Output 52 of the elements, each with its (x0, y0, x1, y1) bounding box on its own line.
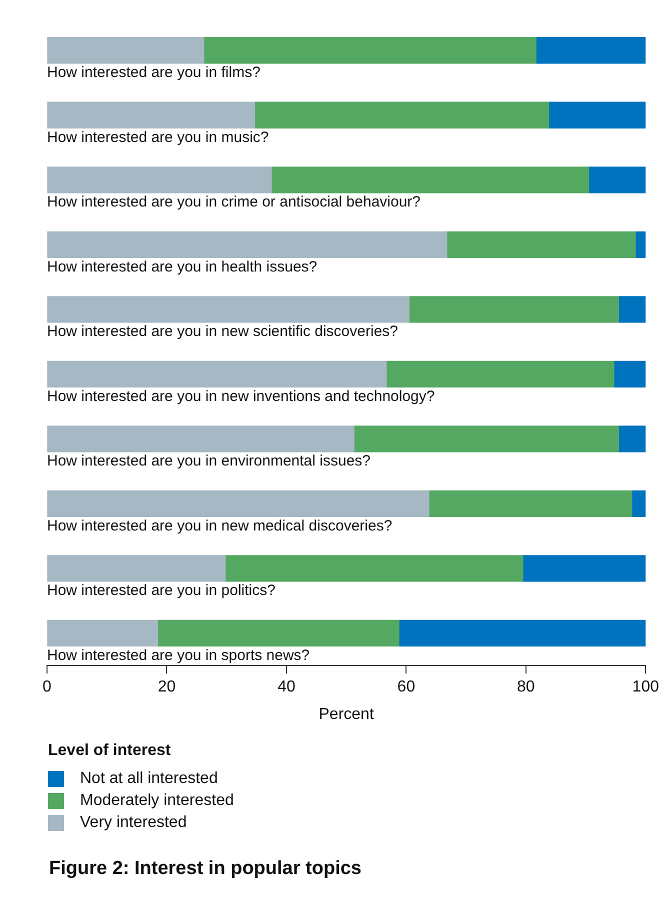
bar (446, 231, 636, 258)
bar (271, 166, 590, 194)
legend-label: Very interested (80, 814, 187, 832)
bar (588, 166, 646, 194)
bar (47, 620, 158, 647)
x-tick-label: 20 (158, 678, 176, 696)
y-tick-label: How interested are you in new medical discoveries? (47, 517, 392, 534)
bar (47, 102, 256, 128)
x-tick-label: 100 (632, 678, 660, 696)
x-tick-label: 0 (42, 678, 52, 696)
bar (398, 620, 646, 647)
bar (354, 426, 620, 452)
y-tick-label: How interested are you in environmental issues? (47, 452, 371, 470)
bar (632, 490, 646, 518)
y-tick-label: How interested are you in new scientific discoveries? (47, 323, 398, 340)
text: Figure 2: Interest in popular topics (49, 858, 362, 880)
bar (157, 620, 400, 647)
bar (618, 426, 646, 452)
bar (536, 37, 646, 64)
legend-title: Level of interest (48, 742, 172, 760)
legend-label: Not at all interested (80, 770, 218, 788)
bar (204, 37, 536, 64)
bar (618, 296, 646, 323)
x-tick-label: 80 (517, 678, 535, 696)
bar (47, 426, 354, 452)
x-tick-label: 40 (278, 678, 296, 696)
y-tick-label: How interested are you in politics? (47, 582, 276, 600)
y-tick-label: How interested are you in new inventions and technology? (47, 388, 435, 405)
y-tick-label: How interested are you in crime or antisocial behaviour? (47, 194, 421, 211)
y-tick-label: How interested are you in films? (47, 64, 260, 82)
bar (386, 360, 614, 388)
bar (47, 490, 430, 518)
bar (47, 360, 387, 388)
bar (47, 166, 272, 194)
y-tick-label: How interested are you in music? (47, 128, 269, 146)
bar (522, 555, 646, 582)
legend-label: Moderately interested (80, 792, 234, 810)
bar (408, 296, 620, 323)
y-tick-label: How interested are you in health issues? (47, 258, 318, 276)
bar (548, 102, 646, 128)
bar (254, 102, 549, 128)
bar (635, 231, 646, 258)
x-tick-label: 60 (397, 678, 416, 696)
x-axis-title: Percent (318, 706, 374, 723)
y-tick-label: How interested are you in sports news? (47, 646, 310, 664)
bar (428, 490, 632, 518)
bar (47, 231, 448, 258)
bar (47, 37, 204, 64)
bar (225, 555, 524, 582)
bar (47, 555, 226, 582)
bar (47, 296, 410, 323)
bar (614, 360, 646, 388)
